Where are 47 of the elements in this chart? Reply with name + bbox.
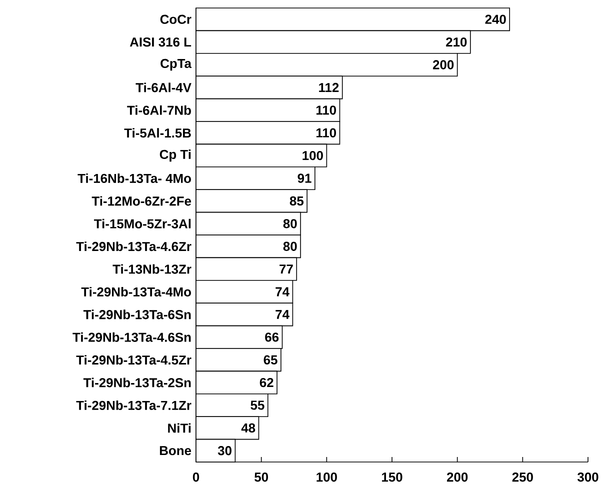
- y-tick-label: NiTi: [168, 423, 191, 433]
- x-tick-label: 150: [382, 472, 402, 482]
- data-label: 240: [485, 14, 506, 24]
- y-tick-label: Ti-5Al-1.5B: [124, 128, 191, 138]
- data-label: 74: [276, 310, 290, 319]
- x-tick-label: 50: [254, 472, 268, 482]
- data-label: 55: [250, 400, 264, 410]
- data-label: 80: [283, 242, 297, 251]
- y-tick-label: Ti-29Nb-13Ta-2Sn: [83, 378, 191, 388]
- data-label: 91: [298, 174, 312, 183]
- data-label: 210: [446, 37, 467, 47]
- y-tick-label: Ti-6Al-7Nb: [127, 105, 191, 115]
- y-tick-label: CpTa: [160, 58, 192, 71]
- y-tick-label: Bone: [160, 446, 192, 456]
- data-label: 66: [265, 332, 279, 342]
- y-tick-label: Ti-29Nb-13Ta-4.6Zr: [76, 242, 192, 252]
- data-label: 80: [283, 219, 297, 228]
- data-label: 200: [432, 60, 454, 70]
- y-tick-label: Ti-6Al-4V: [136, 82, 192, 92]
- y-tick-label: Ti-16Nb-13Ta- 4Mo: [78, 173, 191, 184]
- y-tick-label: Ti-29Nb-13Ta-4Mo: [81, 286, 191, 297]
- data-label: 110: [316, 106, 336, 115]
- y-tick-label: AISI 316 L: [130, 37, 192, 47]
- data-label: 77: [280, 264, 293, 274]
- y-tick-label: Ti-15Mo-5Zr-3Al: [94, 218, 191, 228]
- y-tick-label: Ti-29Nb-13Ta-7.1Zr: [76, 400, 192, 410]
- y-tick-label: Ti-12Mo-6Zr-2Fe: [92, 196, 192, 206]
- data-label: 110: [316, 128, 336, 138]
- data-label: 74: [276, 287, 290, 296]
- data-label: 48: [241, 423, 256, 433]
- x-tick-label: 300: [577, 472, 598, 482]
- x-tick-label: 100: [316, 472, 337, 482]
- y-tick-label: Ti-29Nb-13Ta-4.5Zr: [76, 355, 192, 365]
- data-label: 65: [264, 355, 278, 364]
- y-tick-label: Ti-29Nb-13Ta-4.6Sn: [72, 332, 191, 342]
- x-tick-label: 250: [512, 472, 533, 482]
- data-label: 62: [260, 378, 274, 388]
- y-tick-label: Ti-29Nb-13Ta-6Sn: [83, 310, 191, 320]
- data-label: 112: [319, 82, 339, 92]
- y-tick-label: Ti-13Nb-13Zr: [112, 264, 192, 274]
- data-label: 85: [290, 196, 304, 206]
- y-tick-label: CoCr: [160, 14, 192, 24]
- x-tick-label: 0: [192, 472, 200, 482]
- x-tick-label: 200: [446, 472, 468, 482]
- y-tick-label: Cp Ti: [160, 150, 191, 162]
- data-label: 30: [218, 446, 232, 456]
- data-label: 100: [302, 150, 323, 160]
